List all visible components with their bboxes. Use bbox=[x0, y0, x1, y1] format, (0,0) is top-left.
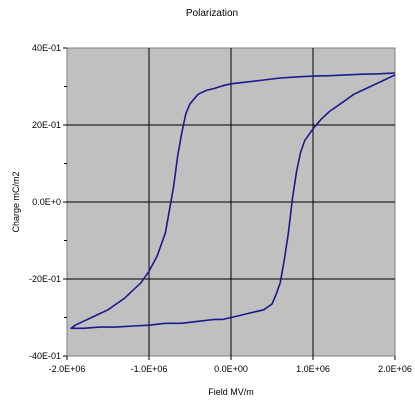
series-line bbox=[70, 72, 396, 330]
x-tick-labels: -2.0E+06 -1.0E+06 0.0E+00 1.0E+06 2.0E+06 bbox=[49, 364, 412, 374]
x-tick-label: 1.0E+06 bbox=[296, 364, 330, 374]
series-group bbox=[70, 72, 396, 330]
x-tick-label: -2.0E+06 bbox=[49, 364, 86, 374]
y-tick-label: 40E-01 bbox=[32, 43, 61, 53]
chart-title: Polarization bbox=[186, 8, 238, 19]
y-tick-labels: -40E-01 -20E-01 0.0E+0 20E-01 40E-01 bbox=[29, 43, 61, 361]
tick-marks bbox=[63, 47, 396, 360]
y-tick-label: -20E-01 bbox=[29, 274, 61, 284]
x-tick-label: 2.0E+06 bbox=[378, 364, 412, 374]
y-tick-label: -40E-01 bbox=[29, 351, 61, 361]
y-tick-label: 0.0E+0 bbox=[32, 197, 61, 207]
y-axis-label: Charge mC/m2 bbox=[11, 171, 21, 232]
x-tick-label: -1.0E+06 bbox=[131, 364, 168, 374]
x-axis-label: Field MV/m bbox=[208, 387, 254, 397]
x-tick-label: 0.0E+00 bbox=[214, 364, 248, 374]
y-tick-label: 20E-01 bbox=[32, 120, 61, 130]
grid bbox=[67, 48, 395, 356]
